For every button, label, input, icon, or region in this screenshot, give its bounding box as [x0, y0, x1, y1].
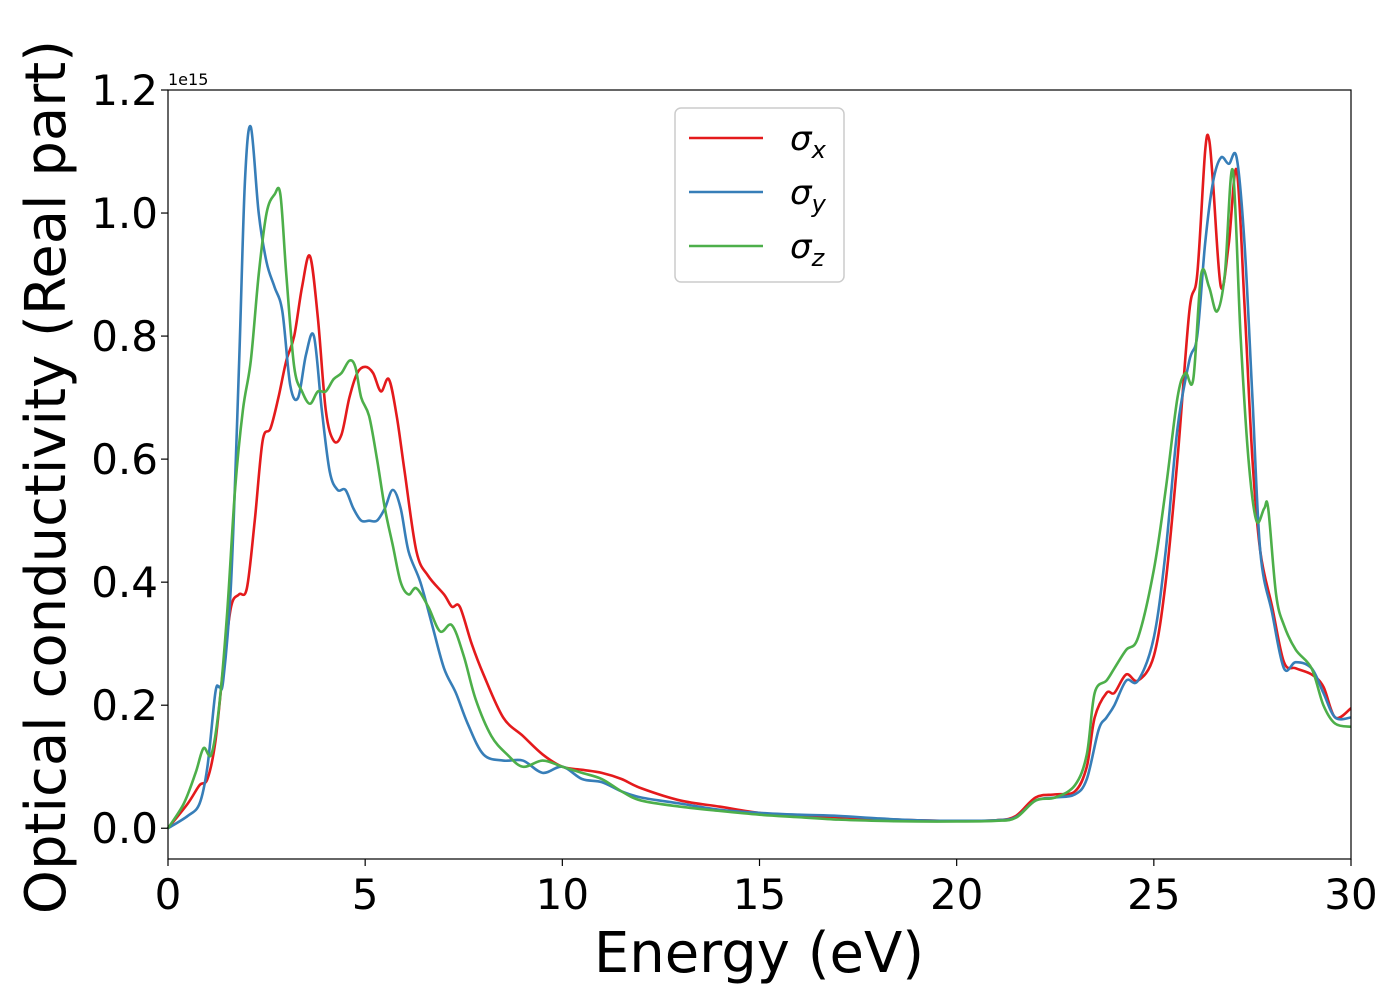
y-tick-label: 0.8: [91, 312, 158, 361]
y-tick-label: 1.2: [91, 66, 158, 115]
y-tick-label: 0.4: [91, 558, 158, 607]
x-tick-label: 20: [930, 870, 983, 919]
x-axis-title: Energy (eV): [594, 921, 924, 986]
y-tick-label: 0.2: [91, 681, 158, 730]
legend-label-z: σz: [790, 227, 826, 272]
legend-label-x: σx: [790, 119, 827, 164]
legend: σx σy σz: [674, 107, 845, 283]
y-offset-label: 1e15: [168, 70, 208, 89]
y-tick-label: 0.0: [91, 804, 158, 853]
y-axis-title: Optical conductivity (Real part): [14, 40, 79, 914]
x-tick-label: 25: [1127, 870, 1180, 919]
series-layer: [166, 124, 1352, 830]
y-tick-label: 0.6: [91, 435, 158, 484]
x-tick-label: 10: [536, 870, 589, 919]
x-tick-label: 30: [1324, 870, 1377, 919]
x-tick-label: 15: [733, 870, 786, 919]
y-axis: 0.0 0.2 0.4 0.6 0.8 1.0 1.2: [91, 66, 168, 853]
y-tick-label: 1.0: [91, 189, 158, 238]
x-axis: 0 5 10 15 20 25 30: [155, 859, 1378, 919]
series-line-x: [166, 133, 1352, 830]
x-tick-label: 0: [155, 870, 182, 919]
legend-box: [674, 107, 845, 283]
series-line-y: [167, 124, 1352, 830]
series-line-z: [166, 168, 1352, 829]
x-tick-label: 5: [352, 870, 379, 919]
legend-label-y: σy: [790, 173, 827, 218]
